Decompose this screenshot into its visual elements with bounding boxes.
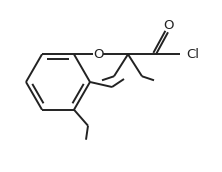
Text: Cl: Cl xyxy=(186,48,199,61)
Text: O: O xyxy=(93,48,103,61)
Text: O: O xyxy=(164,19,174,32)
